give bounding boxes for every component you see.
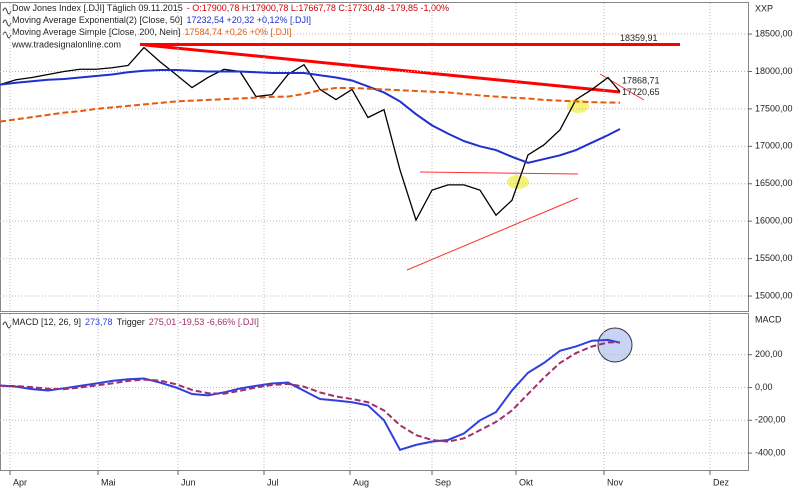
x-tick-label: Aug: [353, 477, 369, 487]
macd-panel: [0, 313, 749, 471]
legend-name: Trigger: [117, 317, 145, 327]
x-tick-label: Sep: [435, 477, 451, 487]
highlight-circle: [597, 327, 633, 363]
x-tick-label: Dez: [713, 477, 730, 487]
y-tick-label: -400,00: [755, 447, 786, 457]
legend-entry: MACD [12, 26, 9] 273,78 Trigger 275,01 -19,…: [12, 317, 259, 327]
y-axis-label: MACD: [755, 314, 782, 324]
series-line: [0, 46, 621, 222]
x-tick-label: Jun: [181, 477, 196, 487]
legend-name: MACD [12, 26, 9]: [12, 317, 81, 327]
y-axis-label: XXP: [755, 3, 773, 13]
series-line: [0, 338, 621, 452]
legend-name: Dow Jones Index [.DJI] Täglich 09.11.201…: [12, 3, 183, 13]
legend-icon: [2, 321, 12, 329]
price-panel: [0, 2, 749, 312]
y-tick-label: 15000,00: [755, 290, 793, 300]
legend-info: 275,01 -19,53 -6,66% [.DJI]: [149, 317, 259, 327]
y-tick-label: 17500,00: [755, 103, 793, 113]
x-tick-label: Nov: [607, 477, 624, 487]
y-tick-label: 16000,00: [755, 216, 793, 226]
y-tick-label: 17000,00: [755, 141, 793, 151]
legend-name: Moving Average Exponential(2) [Close, 50…: [12, 15, 182, 25]
legend-info: 273,78: [85, 317, 113, 327]
y-tick-label: 200,00: [755, 349, 783, 359]
y-tick-label: 18000,00: [755, 66, 793, 76]
series-line: [0, 341, 620, 443]
legend-entry: Moving Average Simple [Close, 200, Nein]…: [12, 27, 292, 37]
triangle-line: [406, 197, 579, 271]
series-line: [0, 68, 621, 164]
legend-info: - O:17900,78 H:17900,78 L:17667,78 C:177…: [187, 3, 449, 13]
legend-icon: [2, 31, 12, 39]
legend-info: 17584,74 +0,26 +0% [.DJI]: [184, 27, 291, 37]
x-tick-label: Jul: [267, 477, 279, 487]
annotation: 17720,65: [622, 87, 660, 97]
triangle-line: [419, 171, 579, 175]
legend: Dow Jones Index [.DJI] Täglich 09.11.201…: [2, 3, 449, 329]
y-tick-label: 16500,00: [755, 178, 793, 188]
legend-entry: Moving Average Exponential(2) [Close, 50…: [12, 15, 311, 25]
legend-info: 17232,54 +20,32 +0,12% [.DJI]: [186, 15, 311, 25]
annotation: 17868,71: [622, 76, 660, 86]
y-tick-label: 15500,00: [755, 253, 793, 263]
source: www.tradesignalonline.com: [11, 39, 121, 49]
y-tick-label: 18500,00: [755, 28, 793, 38]
legend-icon: [2, 19, 12, 27]
series-line: [0, 86, 621, 123]
trend-line: [144, 43, 621, 94]
legend-entry: Dow Jones Index [.DJI] Täglich 09.11.201…: [12, 3, 449, 13]
legend-name: Moving Average Simple [Close, 200, Nein]: [12, 27, 180, 37]
y-tick-label: 0,00: [755, 382, 773, 392]
annotation: 18359,91: [620, 33, 658, 43]
legend-icon: [2, 7, 12, 15]
x-tick-label: Apr: [13, 477, 27, 487]
y-tick-label: -200,00: [755, 415, 786, 425]
x-tick-label: Mai: [101, 477, 116, 487]
x-tick-label: Okt: [519, 477, 534, 487]
